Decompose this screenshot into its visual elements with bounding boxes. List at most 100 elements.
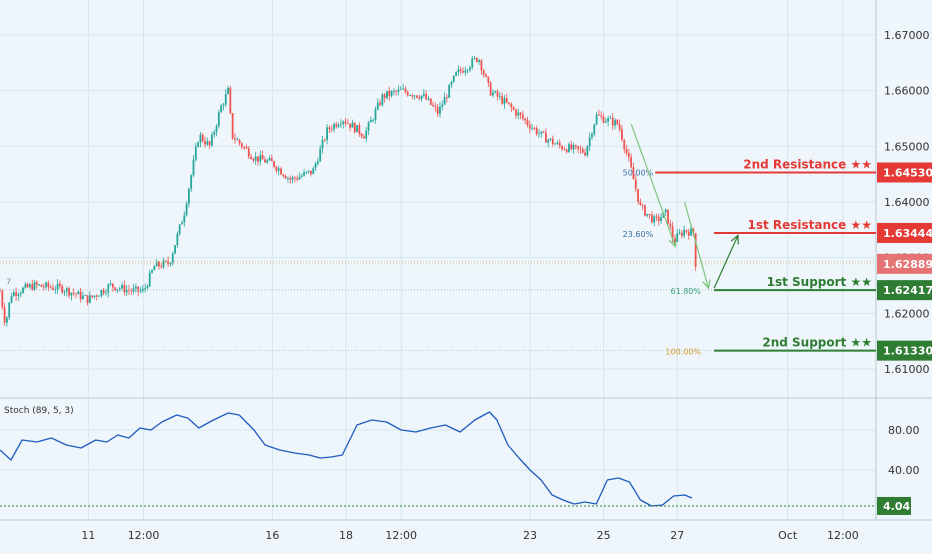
candle-body [100,290,103,296]
fib-level-label: 23.60% [623,230,654,239]
candle-body [351,122,354,128]
candle-body [420,95,423,99]
candle-body [303,172,305,176]
candle-body [15,292,18,296]
candle-body [441,104,444,107]
candle-body [93,295,96,298]
candle-body [291,177,294,180]
candle-body [455,71,457,76]
candle-body [132,288,135,292]
candle-body [220,105,223,113]
candle-body [607,118,610,122]
candle-body [19,292,22,295]
candle-body [653,216,656,223]
candle-body [340,123,342,125]
candle-body [547,139,550,143]
candle-body [130,290,133,292]
candle-body [61,285,64,293]
candle-body [250,156,252,159]
candle-body [674,238,676,242]
candle-body [487,76,490,83]
projection-arrow [684,201,710,289]
candle-body [392,91,395,92]
candle-body [664,209,667,213]
candle-body [425,93,428,100]
candle-body [625,149,628,154]
candle-body [35,282,38,285]
candle-body [503,98,506,104]
candle-body [450,81,453,85]
candle-body [680,232,683,236]
candle-body [462,70,464,73]
candle-body [436,107,439,114]
candle-body [443,97,446,105]
candle-body [358,125,361,134]
candle-body [77,291,80,295]
candle-body [70,292,73,296]
candle-body [3,307,6,323]
time-axis-tick: Oct [778,529,798,542]
candle-body [211,134,213,146]
candle-body [579,148,582,150]
candle-body [342,121,345,124]
candle-body [494,91,497,93]
candle-body [586,146,589,156]
candle-body [270,158,273,162]
candle-body [199,134,202,143]
candle-body [312,168,315,175]
candle-body [88,295,91,303]
candle-body [128,289,130,291]
level-label-support: 2nd Support ★★ [762,336,872,350]
candle-body [466,69,469,71]
candle-body [505,98,508,103]
candle-body [508,102,510,104]
candle-body [369,120,372,123]
candle-body [160,266,163,268]
candle-body [42,286,45,288]
candle-body [227,87,229,94]
candle-body [229,87,232,114]
candle-body [381,94,384,105]
candle-body [56,283,59,290]
candle-body [153,266,156,271]
candle-body [648,213,651,215]
candle-body [171,253,174,264]
candle-body [236,139,239,141]
time-axis-tick: 11 [81,529,95,542]
candle-body [213,132,216,135]
candle-body [478,60,481,62]
price-label-text: 1.62417 [883,284,932,297]
candle-body [402,88,405,90]
price-label-box [877,280,932,301]
candle-body [395,91,398,92]
stoch-axis-tick: 40.00 [888,464,920,477]
candle-body [141,288,144,291]
candle-body [637,189,639,202]
candle-body [300,175,303,177]
candle-body [349,123,352,128]
candle-body [427,98,430,100]
candle-body [365,130,368,139]
candle-body [549,138,552,140]
candle-body [118,288,121,290]
level-label-resistance: 1st Resistance ★★ [747,218,872,232]
candle-body [531,127,534,129]
candle-body [268,158,271,161]
candle-body [581,149,584,153]
candle-body [58,283,61,286]
candle-body [275,166,278,171]
price-axis-tick: 1.61000 [884,363,930,376]
candle-body [328,127,331,130]
price-label-text: 1.63444 [883,227,932,240]
candle-body [63,291,66,293]
candle-body [105,292,107,294]
candle-body [482,70,485,75]
candle-body [139,290,142,292]
candle-body [489,82,492,96]
candle-body [201,134,204,142]
fib-left-label: 7 [6,277,11,286]
candle-body [376,102,379,110]
price-axis-tick: 1.64000 [884,196,930,209]
candle-body [183,215,186,223]
